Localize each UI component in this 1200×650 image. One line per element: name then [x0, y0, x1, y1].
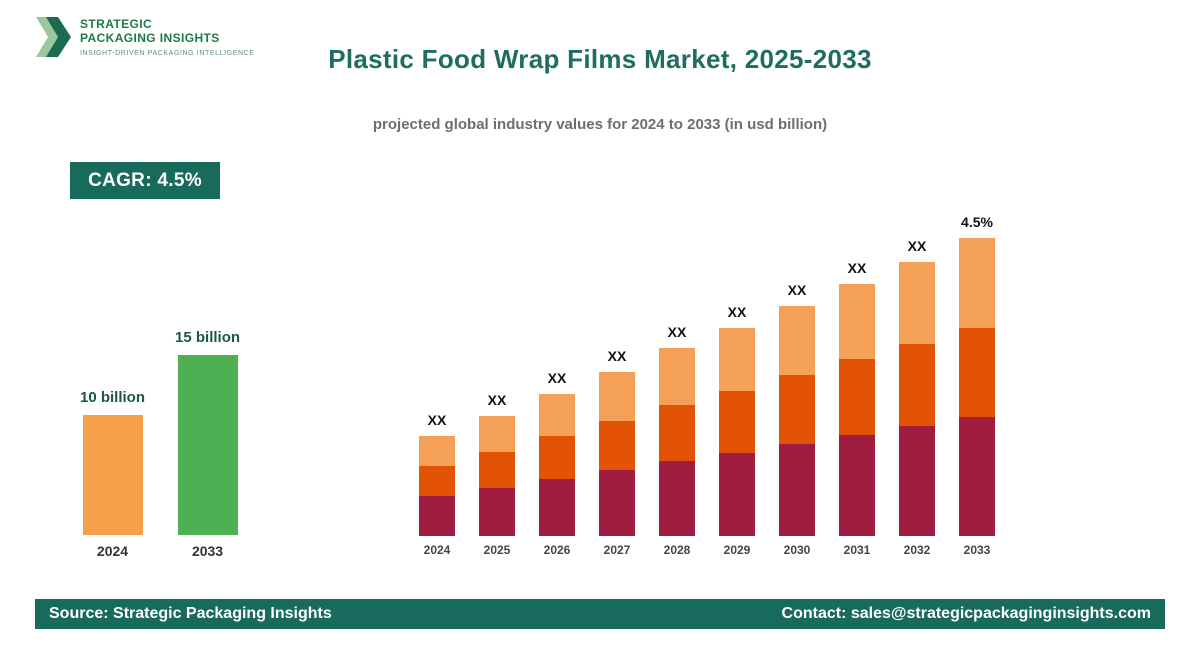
x-axis-label: 2024 [423, 543, 451, 557]
bar-segment-bottom-segment [719, 453, 755, 536]
bar-segment-middle-segment [719, 391, 755, 453]
bar-value-label: 10 billion [80, 389, 146, 406]
bar-segment-middle-segment [419, 466, 455, 496]
source-text: Source: Strategic Packaging Insights [49, 605, 332, 622]
bar-segment-bottom-segment [779, 444, 815, 536]
stacked-bar-column: XX 2031 [839, 260, 875, 557]
bar-top-label: XX [487, 392, 507, 408]
bar-segment-middle-segment [779, 375, 815, 444]
stacked-bar-column: XX 2032 [899, 238, 935, 557]
stacked-bar-column: 4.5% 2033 [959, 214, 995, 557]
stacked-bar-column: XX 2025 [479, 392, 515, 557]
bar-segment-bottom-segment [899, 426, 935, 536]
bar-top-label: 4.5% [961, 214, 993, 230]
summary-bar-chart: 10 billion 2024 15 billion 2033 [80, 329, 240, 559]
bar-segment-bottom-segment [539, 479, 575, 536]
stacked-bar-column: XX 2024 [419, 412, 455, 557]
stacked-bar-column: XX 2030 [779, 282, 815, 557]
bar-segment-middle-segment [599, 421, 635, 470]
company-logo: STRATEGIC PACKAGING INSIGHTS INSIGHT-DRI… [35, 14, 255, 65]
x-axis-label: 2028 [663, 543, 691, 557]
bar-segment-top-segment [539, 394, 575, 436]
stacked-bar-chart: XX 2024 XX 2025 XX 2026 XX 2027 XX 2028 XX 2029 XX 20… [419, 214, 995, 557]
bar-segment-top-segment [599, 372, 635, 421]
logo-line2: PACKAGING INSIGHTS [80, 30, 220, 45]
bar-segment-middle-segment [899, 344, 935, 426]
logo-line1: STRATEGIC [80, 17, 153, 31]
bar-segment-bottom-segment [659, 461, 695, 536]
bar-segment-middle-segment [479, 452, 515, 488]
stacked-bar-column: XX 2029 [719, 304, 755, 557]
x-axis-label: 2025 [483, 543, 511, 557]
bar-segment-top-segment [899, 262, 935, 344]
bar-segment-bottom-segment [479, 488, 515, 536]
bar-segment-bottom-segment [839, 435, 875, 536]
bar-top-label: XX [727, 304, 747, 320]
bar-segment-middle-segment [959, 328, 995, 417]
page-title: Plastic Food Wrap Films Market, 2025-203… [328, 44, 872, 74]
bar-segment-middle-segment [659, 405, 695, 461]
x-axis-label: 2032 [903, 543, 931, 557]
logo-text: STRATEGIC PACKAGING INSIGHTS INSIGHT-DRI… [80, 14, 255, 58]
bar-value-label: 15 billion [175, 329, 241, 346]
bar-segment-top-segment [479, 416, 515, 452]
page-subtitle: projected global industry values for 202… [372, 116, 828, 133]
summary-bar [82, 415, 143, 535]
bar-top-label: XX [847, 260, 867, 276]
summary-bar-column: 10 billion 2024 [80, 389, 145, 559]
bar-segment-middle-segment [839, 359, 875, 435]
bar-segment-top-segment [959, 238, 995, 328]
footer-bar: Source: Strategic Packaging Insights Con… [35, 599, 1165, 629]
bar-top-label: XX [907, 238, 927, 254]
x-axis-label: 2033 [963, 543, 991, 557]
stacked-bar-column: XX 2026 [539, 370, 575, 557]
summary-bar [177, 355, 238, 535]
bar-segment-bottom-segment [419, 496, 455, 536]
x-axis-label: 2027 [603, 543, 631, 557]
bar-top-label: XX [787, 282, 807, 298]
logo-tagline: INSIGHT-DRIVEN PACKAGING INTELLIGENCE [80, 49, 255, 57]
x-axis-label: 2033 [191, 543, 224, 559]
bar-segment-top-segment [659, 348, 695, 405]
bar-segment-middle-segment [539, 436, 575, 479]
stacked-bar-column: XX 2028 [659, 324, 695, 557]
bar-segment-top-segment [839, 284, 875, 359]
bar-segment-top-segment [719, 328, 755, 391]
bar-segment-bottom-segment [959, 417, 995, 536]
bar-top-label: XX [607, 348, 627, 364]
bar-top-label: XX [427, 412, 447, 428]
x-axis-label: 2031 [843, 543, 871, 557]
bar-top-label: XX [667, 324, 687, 340]
x-axis-label: 2030 [783, 543, 811, 557]
x-axis-label: 2026 [543, 543, 571, 557]
bar-segment-top-segment [419, 436, 455, 466]
bar-segment-bottom-segment [599, 470, 635, 536]
bar-segment-top-segment [779, 306, 815, 375]
stacked-bar-column: XX 2027 [599, 348, 635, 557]
contact-text: Contact: sales@strategicpackaginginsight… [781, 605, 1151, 622]
summary-bar-column: 15 billion 2033 [175, 329, 240, 559]
bar-top-label: XX [547, 370, 567, 386]
cagr-badge: CAGR: 4.5% [70, 162, 220, 199]
x-axis-label: 2024 [96, 543, 129, 559]
x-axis-label: 2029 [723, 543, 751, 557]
logo-chevron-icon [35, 14, 71, 65]
